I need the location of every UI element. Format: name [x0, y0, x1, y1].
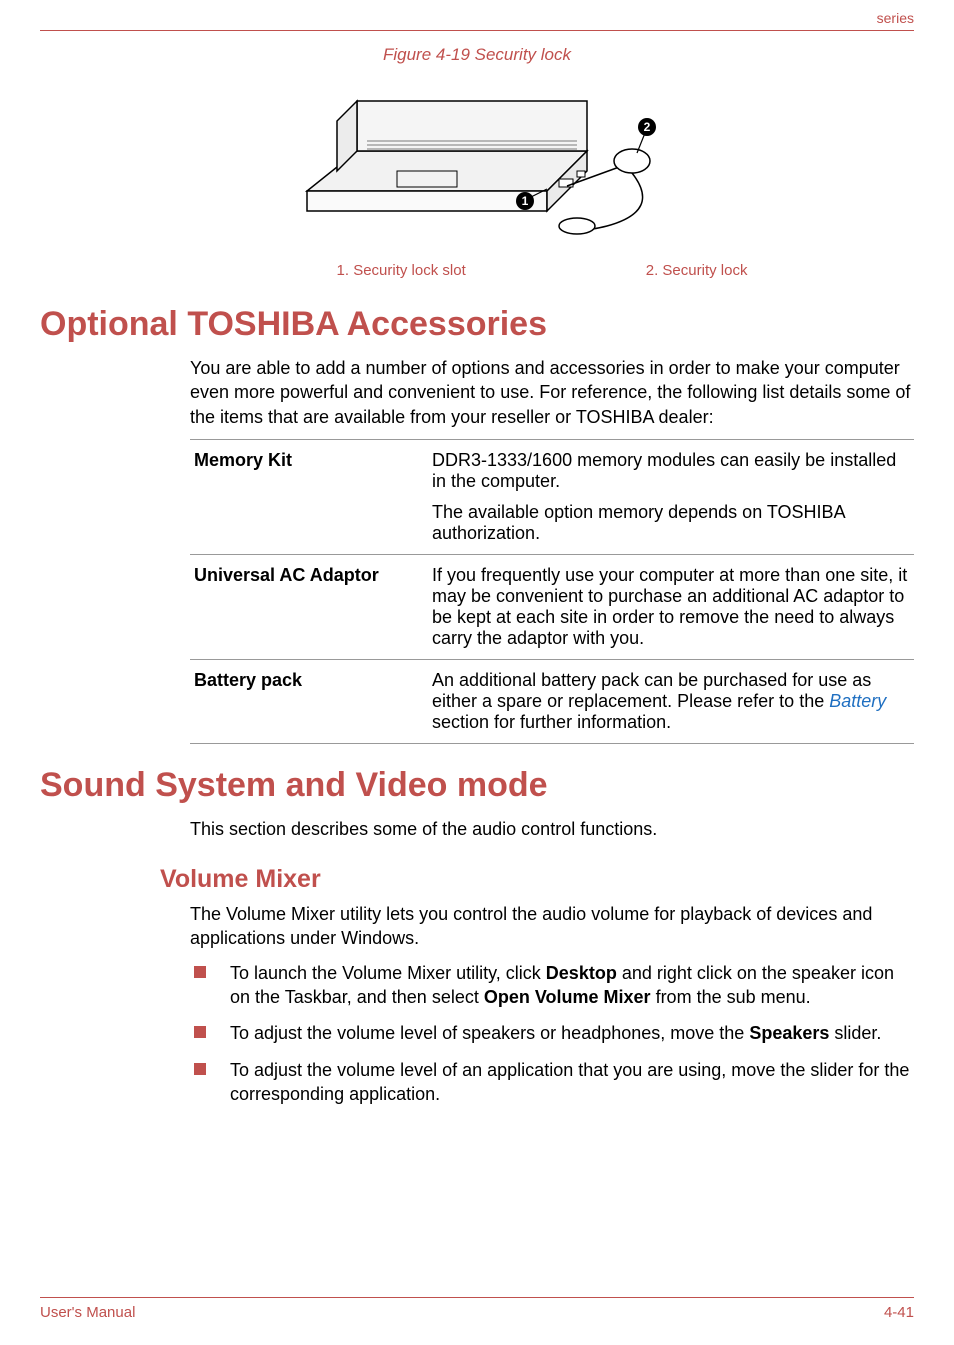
list-item: To adjust the volume level of speakers o…	[190, 1021, 914, 1057]
row-content: DDR3-1333/1600 memory modules can easily…	[428, 439, 914, 554]
table-row: Memory Kit DDR3-1333/1600 memory modules…	[190, 439, 914, 554]
li1-post: from the sub menu.	[651, 987, 811, 1007]
li1-bold-desktop: Desktop	[546, 963, 617, 983]
battery-link[interactable]: Battery	[829, 691, 886, 711]
row-para-battery: An additional battery pack can be purcha…	[432, 670, 910, 733]
figure-badge-2: 2	[644, 120, 651, 134]
battery-text-pre: An additional battery pack can be purcha…	[432, 670, 871, 711]
header-rule	[40, 30, 914, 31]
li1-bold-openmixer: Open Volume Mixer	[484, 987, 651, 1007]
footer-left: User's Manual	[40, 1304, 135, 1321]
volume-intro-text: The Volume Mixer utility lets you contro…	[190, 902, 914, 951]
accessories-table: Memory Kit DDR3-1333/1600 memory modules…	[190, 439, 914, 744]
figure-illustration: 1 2	[40, 71, 914, 256]
li1-pre: To launch the Volume Mixer utility, clic…	[230, 963, 546, 983]
li3-text: To adjust the volume level of an applica…	[230, 1060, 909, 1104]
row-para: The available option memory depends on T…	[432, 502, 910, 544]
footer-rule	[40, 1297, 914, 1298]
header-series-label: series	[40, 10, 914, 30]
row-label: Memory Kit	[190, 439, 428, 554]
table-row: Battery pack An additional battery pack …	[190, 659, 914, 743]
figure-label-right: 2. Security lock	[646, 262, 748, 279]
optional-intro-text: You are able to add a number of options …	[190, 356, 914, 429]
volume-mixer-list: To launch the Volume Mixer utility, clic…	[190, 961, 914, 1118]
figure-badge-1: 1	[522, 194, 529, 208]
figure-caption: Figure 4-19 Security lock	[40, 45, 914, 65]
sound-intro-text: This section describes some of the audio…	[190, 817, 914, 841]
page-footer: User's Manual 4-41	[40, 1297, 914, 1321]
row-content: If you frequently use your computer at m…	[428, 554, 914, 659]
row-label: Battery pack	[190, 659, 428, 743]
li2-pre: To adjust the volume level of speakers o…	[230, 1023, 749, 1043]
list-item: To launch the Volume Mixer utility, clic…	[190, 961, 914, 1022]
li2-post: slider.	[829, 1023, 881, 1043]
battery-text-post: section for further information.	[432, 712, 671, 732]
figure-labels: 1. Security lock slot 2. Security lock	[170, 262, 914, 279]
heading-volume-mixer: Volume Mixer	[160, 865, 914, 894]
page: series Figure 4-19 Security lock	[0, 0, 954, 1345]
row-para: If you frequently use your computer at m…	[432, 565, 910, 649]
row-label: Universal AC Adaptor	[190, 554, 428, 659]
row-content: An additional battery pack can be purcha…	[428, 659, 914, 743]
heading-sound-video: Sound System and Video mode	[40, 766, 914, 805]
heading-optional-accessories: Optional TOSHIBA Accessories	[40, 305, 914, 344]
list-item: To adjust the volume level of an applica…	[190, 1058, 914, 1119]
footer-right: 4-41	[884, 1304, 914, 1321]
table-row: Universal AC Adaptor If you frequently u…	[190, 554, 914, 659]
li2-bold-speakers: Speakers	[749, 1023, 829, 1043]
row-para: DDR3-1333/1600 memory modules can easily…	[432, 450, 910, 492]
figure-label-left: 1. Security lock slot	[337, 262, 466, 279]
